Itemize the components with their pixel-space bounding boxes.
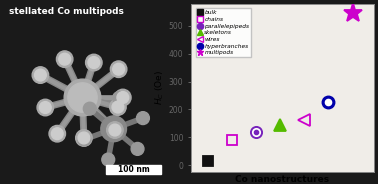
Circle shape <box>51 128 63 140</box>
Circle shape <box>131 142 144 155</box>
Circle shape <box>37 99 54 116</box>
Circle shape <box>56 51 73 68</box>
Y-axis label: $H_C$ (Oe): $H_C$ (Oe) <box>153 70 166 105</box>
Circle shape <box>112 101 124 113</box>
Circle shape <box>113 92 125 105</box>
Circle shape <box>84 102 96 115</box>
Circle shape <box>49 125 65 142</box>
Circle shape <box>102 153 115 166</box>
Circle shape <box>39 102 51 113</box>
Circle shape <box>88 57 100 68</box>
Circle shape <box>78 133 91 146</box>
Circle shape <box>59 53 71 65</box>
Circle shape <box>136 112 149 125</box>
Text: stellated Co multipods: stellated Co multipods <box>9 7 124 16</box>
Circle shape <box>85 54 102 71</box>
Circle shape <box>113 63 124 75</box>
Circle shape <box>107 122 123 138</box>
Legend: bulk, chains, parallelepipeds, skeletons, wires, hyperbranches, multipods: bulk, chains, parallelepipeds, skeletons… <box>196 8 251 57</box>
Circle shape <box>64 79 101 116</box>
Circle shape <box>115 89 131 106</box>
Circle shape <box>78 132 90 144</box>
Circle shape <box>68 83 97 112</box>
Circle shape <box>76 130 92 146</box>
Text: 100 nm: 100 nm <box>118 165 150 174</box>
Circle shape <box>32 67 49 83</box>
Circle shape <box>117 92 129 103</box>
X-axis label: Co nanostructures: Co nanostructures <box>235 175 330 184</box>
Bar <box>106 165 161 174</box>
Circle shape <box>34 69 46 81</box>
Circle shape <box>101 116 127 142</box>
Circle shape <box>110 99 126 115</box>
Circle shape <box>110 61 127 77</box>
Circle shape <box>109 124 121 136</box>
